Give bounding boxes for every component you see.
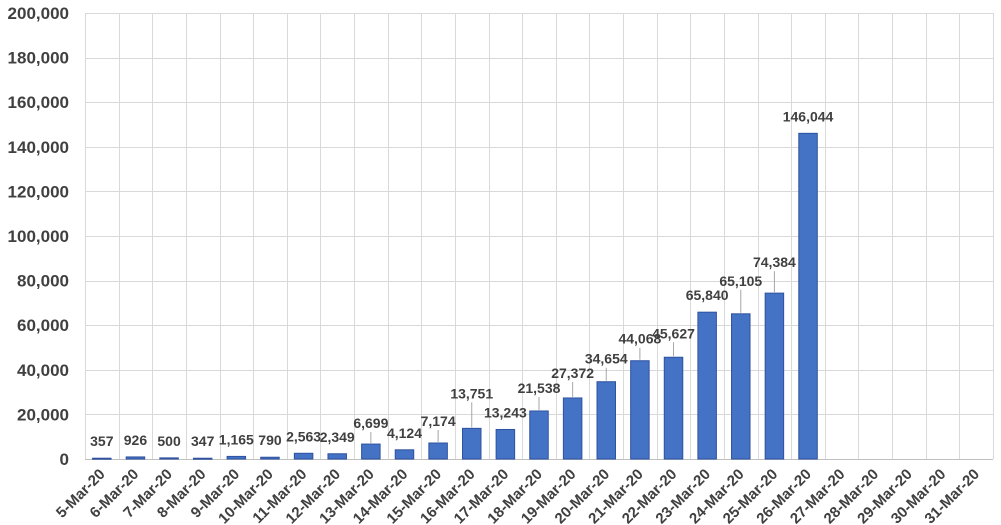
bar bbox=[697, 311, 717, 460]
data-label: 1,165 bbox=[219, 431, 254, 447]
bar bbox=[260, 456, 280, 460]
bar bbox=[159, 457, 179, 460]
data-label: 4,124 bbox=[387, 425, 422, 441]
leader-lines bbox=[370, 271, 775, 444]
data-label: 74,384 bbox=[753, 254, 796, 270]
bar bbox=[394, 449, 415, 460]
y-tick-label: 180,000 bbox=[8, 49, 69, 68]
data-label: 7,174 bbox=[421, 413, 456, 429]
y-tick-label: 140,000 bbox=[8, 138, 69, 157]
data-label: 500 bbox=[157, 433, 181, 449]
y-tick-label: 100,000 bbox=[8, 227, 69, 246]
data-labels: 357 926 500 347 1,165 790 2,5632,3496,6994,124… bbox=[90, 108, 833, 449]
bar bbox=[798, 132, 818, 460]
bar bbox=[293, 452, 314, 460]
bar bbox=[192, 457, 213, 460]
data-label: 357 bbox=[90, 433, 114, 449]
y-tick-label: 40,000 bbox=[17, 361, 69, 380]
bar bbox=[92, 457, 112, 460]
bar bbox=[562, 397, 583, 460]
y-tick-label: 120,000 bbox=[8, 182, 69, 201]
bar bbox=[495, 428, 516, 460]
data-label: 926 bbox=[124, 432, 148, 448]
bar bbox=[461, 427, 482, 460]
y-tick-label: 0 bbox=[60, 450, 69, 469]
y-tick-label: 200,000 bbox=[8, 4, 69, 23]
y-tick-label: 20,000 bbox=[17, 405, 69, 424]
data-label: 65,840 bbox=[686, 287, 729, 303]
y-tick-label: 60,000 bbox=[17, 316, 69, 335]
data-label: 44,068 bbox=[618, 331, 661, 347]
data-label: 21,538 bbox=[518, 380, 561, 396]
bar bbox=[361, 443, 381, 460]
bar bbox=[125, 456, 146, 460]
y-tick-label: 160,000 bbox=[8, 93, 69, 112]
data-label: 347 bbox=[191, 433, 215, 449]
data-label: 6,699 bbox=[353, 415, 388, 431]
bar bbox=[327, 453, 347, 460]
gridlines bbox=[85, 13, 994, 460]
bar bbox=[663, 356, 684, 460]
y-axis-ticks: 0 20,000 40,000 60,000 80,000 100,000 120,000 1… bbox=[8, 4, 69, 469]
bar bbox=[428, 442, 448, 460]
bar bbox=[529, 410, 549, 460]
y-tick-label: 80,000 bbox=[17, 272, 69, 291]
data-label: 2,349 bbox=[320, 429, 355, 445]
bar bbox=[764, 292, 785, 460]
data-label: 13,243 bbox=[484, 404, 527, 420]
bar bbox=[630, 360, 650, 460]
x-axis-ticks: 5-Mar-206-Mar-207-Mar-208-Mar-209-Mar-20… bbox=[53, 466, 983, 525]
data-label: 13,751 bbox=[450, 385, 493, 401]
bar bbox=[226, 455, 247, 460]
data-label: 790 bbox=[258, 432, 282, 448]
data-label: 65,105 bbox=[719, 273, 762, 289]
data-label: 2,563 bbox=[286, 428, 321, 444]
bar bbox=[596, 381, 617, 460]
data-label: 146,044 bbox=[783, 108, 834, 124]
data-label: 34,654 bbox=[585, 351, 628, 367]
data-label: 45,627 bbox=[652, 325, 695, 341]
data-label: 27,372 bbox=[551, 365, 594, 381]
bar bbox=[731, 313, 751, 460]
bars bbox=[92, 132, 818, 460]
